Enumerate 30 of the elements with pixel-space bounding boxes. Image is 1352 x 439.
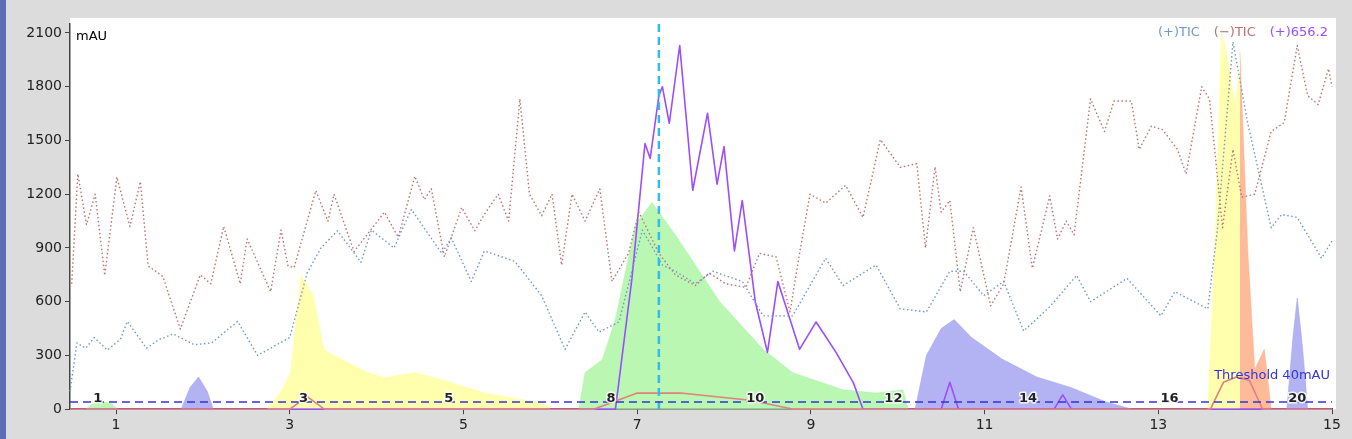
annotation: 14 xyxy=(1018,389,1038,405)
y-tick-label: 2100 xyxy=(26,23,62,40)
annotation: 10 xyxy=(746,389,765,405)
text: (−)TIC xyxy=(1213,23,1256,39)
y-tick-label: 600 xyxy=(35,292,62,309)
annotation: 8 xyxy=(606,389,616,405)
text: (+)656.2 xyxy=(1269,23,1328,39)
annotation: 1 xyxy=(93,389,103,405)
y-axis-title: mAU xyxy=(76,27,108,43)
x-tick-label: 3 xyxy=(285,416,295,433)
x-tick-label: 13 xyxy=(1149,416,1168,433)
y-tick-label: 900 xyxy=(35,238,62,255)
y-tick-label: 0 xyxy=(53,399,62,416)
annotation: 5 xyxy=(444,389,454,405)
y-tick-label: 1800 xyxy=(26,77,62,94)
x-tick-label: 1 xyxy=(111,416,121,433)
x-tick-label: 9 xyxy=(806,416,816,433)
annotation: 12 xyxy=(884,389,903,405)
text: (+)TIC xyxy=(1157,23,1200,39)
annotation: 16 xyxy=(1160,389,1179,405)
ref-line-label: Threshold 40mAU xyxy=(1213,366,1330,382)
y-tick-label: 1200 xyxy=(26,184,62,201)
x-tick-label: 15 xyxy=(1323,416,1341,433)
x-tick-label: 7 xyxy=(632,416,642,433)
y-tick-label: 1500 xyxy=(26,131,62,148)
annotation: 20 xyxy=(1288,389,1307,405)
x-tick-label: 11 xyxy=(975,416,994,433)
x-tick-label: 5 xyxy=(458,416,468,433)
line-series xyxy=(71,44,1333,330)
y-tick-label: 300 xyxy=(35,346,62,363)
